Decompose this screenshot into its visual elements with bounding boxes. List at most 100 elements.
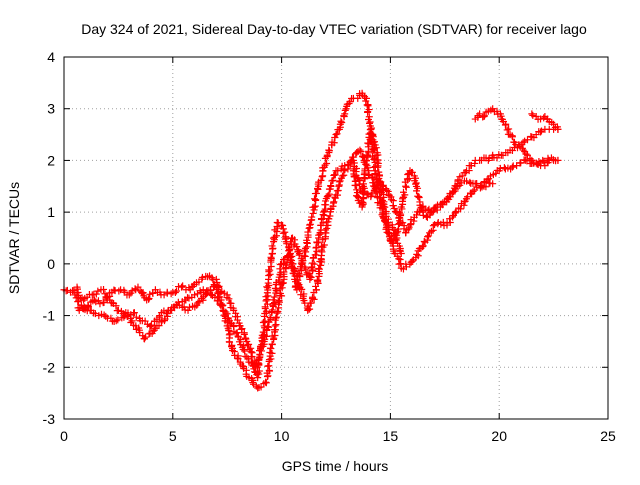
data-point bbox=[134, 283, 142, 291]
data-point bbox=[446, 193, 454, 201]
data-point bbox=[391, 208, 399, 216]
data-point bbox=[120, 313, 128, 321]
data-point bbox=[359, 180, 367, 188]
data-point bbox=[457, 205, 465, 213]
data-point bbox=[88, 291, 96, 299]
data-point bbox=[371, 145, 379, 153]
data-point bbox=[167, 306, 175, 314]
data-point bbox=[72, 294, 80, 302]
data-point bbox=[338, 119, 346, 127]
y-tick-label: -3 bbox=[43, 411, 56, 427]
data-point bbox=[390, 205, 398, 213]
data-point bbox=[302, 244, 310, 252]
data-point bbox=[312, 244, 320, 252]
data-point bbox=[178, 283, 186, 291]
data-point bbox=[466, 178, 474, 186]
data-point bbox=[346, 98, 354, 106]
data-point bbox=[422, 212, 430, 220]
data-point bbox=[523, 136, 531, 144]
data-point bbox=[220, 311, 228, 319]
data-point bbox=[139, 289, 147, 297]
data-point bbox=[271, 233, 279, 241]
data-point bbox=[420, 237, 428, 245]
data-point bbox=[449, 213, 457, 221]
x-tick-label: 20 bbox=[491, 428, 507, 444]
data-point bbox=[277, 260, 285, 268]
data-point bbox=[339, 172, 347, 180]
data-point bbox=[508, 163, 516, 171]
data-point bbox=[210, 282, 218, 290]
data-point bbox=[308, 259, 316, 267]
data-point bbox=[501, 121, 509, 129]
data-point bbox=[321, 161, 329, 169]
data-point bbox=[477, 181, 485, 189]
data-point bbox=[463, 177, 471, 185]
data-point bbox=[489, 180, 497, 188]
data-point bbox=[299, 259, 307, 267]
x-tick-label: 10 bbox=[274, 428, 290, 444]
data-point bbox=[425, 232, 433, 240]
data-point bbox=[333, 187, 341, 195]
data-point bbox=[194, 299, 202, 307]
data-point bbox=[239, 345, 247, 353]
data-point bbox=[519, 138, 527, 146]
data-point bbox=[112, 302, 120, 310]
data-point bbox=[554, 125, 562, 133]
data-point bbox=[102, 293, 110, 301]
data-point bbox=[312, 189, 320, 197]
data-point bbox=[485, 154, 493, 162]
data-point bbox=[424, 233, 432, 241]
data-point bbox=[537, 127, 545, 135]
data-point bbox=[363, 101, 371, 109]
data-point bbox=[373, 158, 381, 166]
y-tick-label: -1 bbox=[43, 308, 56, 324]
data-point bbox=[307, 264, 315, 272]
data-point bbox=[270, 293, 278, 301]
data-point bbox=[323, 224, 331, 232]
data-point bbox=[132, 313, 140, 321]
data-point bbox=[446, 215, 454, 223]
data-point bbox=[141, 335, 149, 343]
data-point bbox=[430, 207, 438, 215]
data-point bbox=[397, 250, 405, 258]
data-point bbox=[136, 328, 144, 336]
data-point bbox=[293, 243, 301, 251]
data-point bbox=[402, 183, 410, 191]
x-tick-label: 5 bbox=[169, 428, 177, 444]
y-tick-label: 3 bbox=[47, 101, 55, 117]
data-point bbox=[554, 156, 562, 164]
data-point bbox=[272, 321, 280, 329]
data-point bbox=[503, 126, 511, 134]
data-point bbox=[306, 299, 314, 307]
data-point bbox=[101, 290, 109, 298]
x-tick-label: 25 bbox=[600, 428, 616, 444]
data-point bbox=[317, 176, 325, 184]
data-point bbox=[431, 221, 439, 229]
data-point bbox=[96, 300, 104, 308]
data-point bbox=[317, 261, 325, 269]
data-point bbox=[377, 180, 385, 188]
data-point bbox=[255, 370, 263, 378]
data-point bbox=[540, 114, 548, 122]
data-point bbox=[408, 168, 416, 176]
data-point bbox=[279, 279, 287, 287]
data-point bbox=[469, 187, 477, 195]
data-point bbox=[326, 212, 334, 220]
data-point bbox=[94, 287, 102, 295]
data-point bbox=[290, 266, 298, 274]
data-point bbox=[397, 210, 405, 218]
data-point bbox=[294, 279, 302, 287]
data-point bbox=[303, 239, 311, 247]
data-point bbox=[191, 291, 199, 299]
data-point bbox=[184, 306, 192, 314]
data-point bbox=[335, 178, 343, 186]
data-point bbox=[110, 286, 118, 294]
data-point bbox=[298, 285, 306, 293]
y-axis-label: SDTVAR / TECUs bbox=[6, 182, 22, 294]
data-point bbox=[323, 159, 331, 167]
data-point bbox=[238, 325, 246, 333]
data-point bbox=[415, 194, 423, 202]
data-point bbox=[94, 297, 102, 305]
data-point bbox=[433, 206, 441, 214]
data-point bbox=[266, 266, 274, 274]
